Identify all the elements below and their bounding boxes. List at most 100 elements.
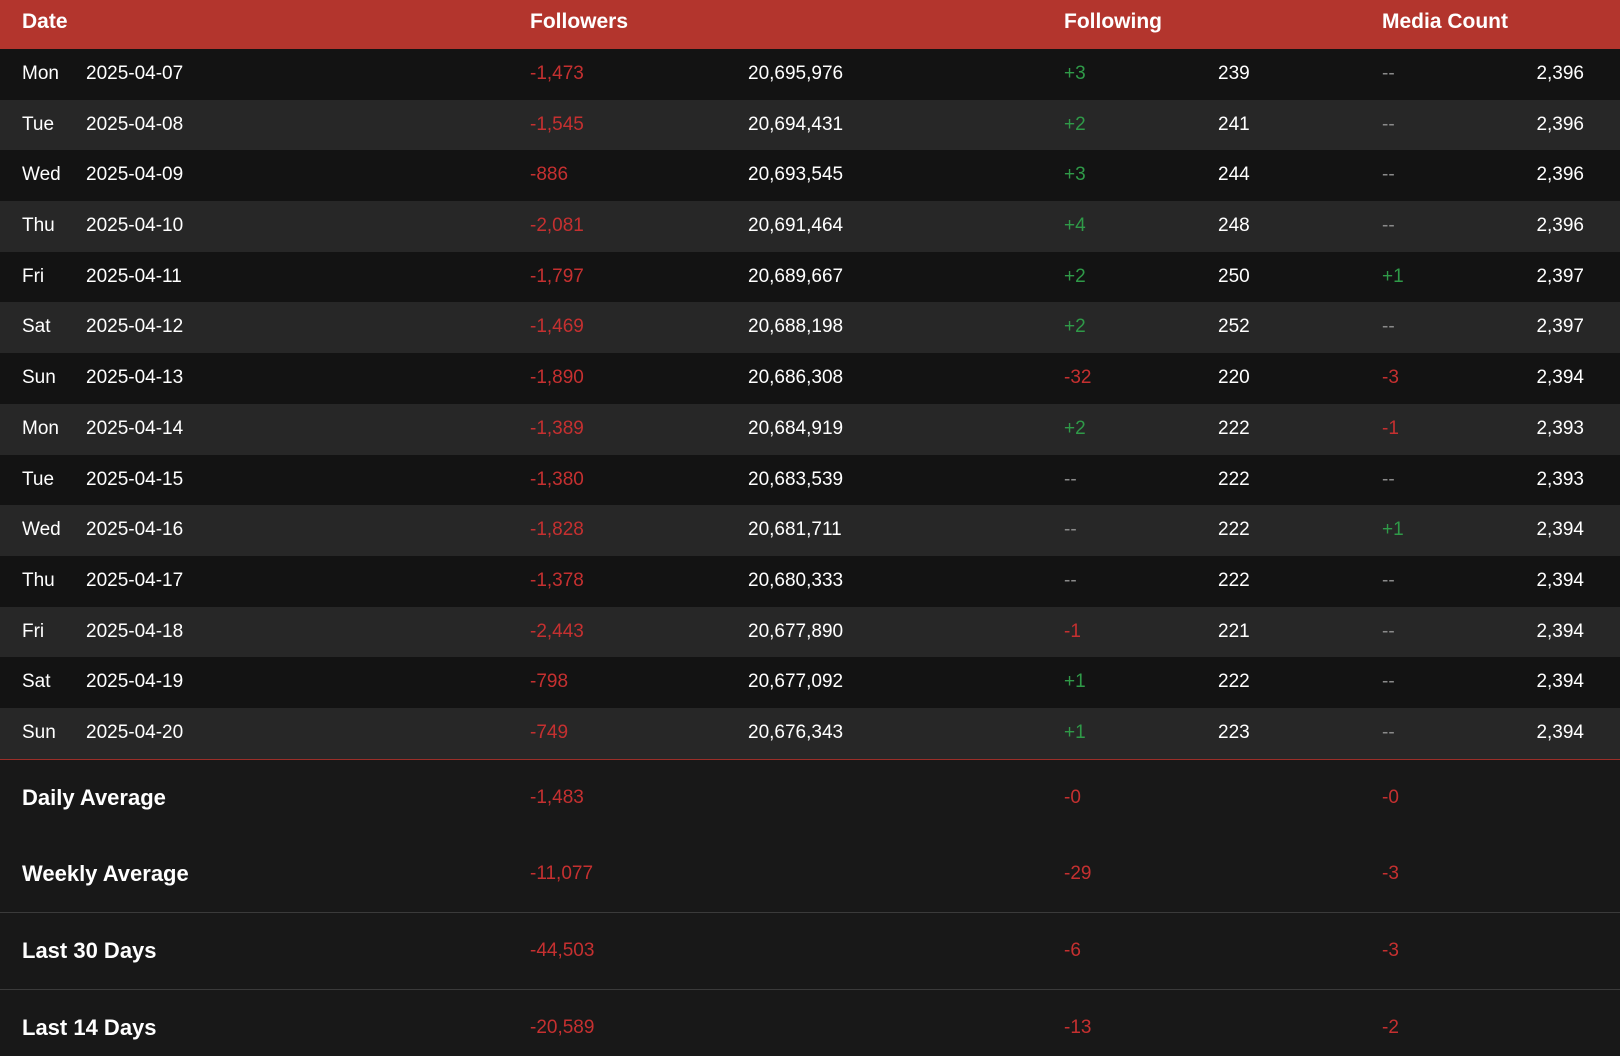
summary-followers: -11,077	[530, 862, 594, 884]
table-row: Sat 2025-04-19 -798 20,677,092 +1 222 -- 2,394	[0, 657, 1620, 708]
date-cell: 2025-04-07	[86, 63, 184, 84]
date-cell: 2025-04-19	[86, 671, 184, 693]
media-total-cell: 2,394	[1536, 367, 1584, 389]
table-row: Sun 2025-04-20 -749 20,676,343 +1 223 -- 2,394	[0, 707, 1620, 759]
following-total-cell: 222	[1218, 569, 1250, 591]
media-change-cell: --	[1382, 721, 1395, 743]
day-cell: Fri	[22, 265, 45, 287]
day-cell: Wed	[22, 519, 61, 541]
followers-total-cell: 20,676,343	[748, 721, 844, 743]
header-followers[interactable]: Followers	[530, 10, 629, 33]
summary-media: -0	[1382, 786, 1399, 808]
summary-following: -13	[1064, 1016, 1092, 1038]
table-body: Mon 2025-04-07 -1,473 20,695,976 +3 239 -- 2,39…	[0, 49, 1620, 759]
following-change-cell: +4	[1064, 215, 1086, 237]
table-row: Fri 2025-04-11 -1,797 20,689,667 +2 250 +1 2,39…	[0, 251, 1620, 303]
followers-total-cell: 20,695,976	[748, 63, 844, 84]
table-row: Tue 2025-04-08 -1,545 20,694,431 +2 241 -- 2,39…	[0, 99, 1620, 151]
media-total-cell: 2,396	[1536, 113, 1584, 135]
media-change-cell: --	[1382, 620, 1395, 642]
followers-total-cell: 20,691,464	[748, 215, 844, 237]
media-total-cell: 2,394	[1536, 671, 1584, 693]
media-change-cell: -1	[1382, 417, 1399, 439]
following-change-cell: +2	[1064, 316, 1086, 338]
media-change-cell: --	[1382, 468, 1395, 490]
following-total-cell: 241	[1218, 113, 1250, 135]
media-change-cell: --	[1382, 671, 1395, 693]
following-total-cell: 222	[1218, 417, 1250, 439]
followers-change-cell: -1,797	[530, 265, 584, 287]
day-cell: Sat	[22, 316, 51, 338]
followers-change-cell: -2,443	[530, 620, 584, 642]
following-change-cell: --	[1064, 569, 1077, 591]
followers-change-cell: -1,389	[530, 417, 584, 439]
followers-total-cell: 20,684,919	[748, 417, 844, 439]
media-total-cell: 2,397	[1536, 265, 1584, 287]
media-change-cell: -3	[1382, 367, 1399, 389]
day-cell: Thu	[22, 569, 55, 591]
summary-followers: -44,503	[530, 939, 595, 961]
summary-label: Weekly Average	[22, 860, 189, 886]
media-total-cell: 2,397	[1536, 316, 1584, 338]
followers-change-cell: -1,828	[530, 519, 584, 541]
summary-label: Last 14 Days	[22, 1014, 157, 1040]
followers-change-cell: -2,081	[530, 215, 584, 237]
day-cell: Mon	[22, 63, 59, 84]
following-total-cell: 239	[1218, 63, 1250, 84]
table-row: Thu 2025-04-17 -1,378 20,680,333 -- 222 -- 2,39…	[0, 555, 1620, 607]
header-following[interactable]: Following	[1064, 10, 1162, 33]
summary-followers: -20,589	[530, 1016, 595, 1038]
date-cell: 2025-04-12	[86, 316, 184, 338]
media-total-cell: 2,393	[1536, 468, 1584, 490]
following-change-cell: +1	[1064, 671, 1086, 693]
media-change-cell: --	[1382, 113, 1395, 135]
followers-change-cell: -1,378	[530, 569, 584, 591]
media-total-cell: 2,396	[1536, 164, 1584, 186]
following-total-cell: 222	[1218, 468, 1250, 490]
followers-change-cell: -798	[530, 671, 569, 693]
date-cell: 2025-04-13	[86, 367, 184, 389]
following-change-cell: +1	[1064, 721, 1086, 743]
media-change-cell: --	[1382, 63, 1395, 84]
following-change-cell: +3	[1064, 63, 1086, 84]
summary-section: Daily Average -1,483 -0 -0 Weekly Average -11…	[0, 758, 1620, 1056]
media-change-cell: +1	[1382, 519, 1404, 541]
header-date[interactable]: Date	[22, 10, 68, 33]
following-total-cell: 248	[1218, 215, 1250, 237]
summary-following: -29	[1064, 862, 1092, 884]
summary-media: -3	[1382, 939, 1399, 961]
table-row: Sun 2025-04-13 -1,890 20,686,308 -32 220 -3 2,3…	[0, 353, 1620, 404]
date-cell: 2025-04-16	[86, 519, 184, 541]
table-row: Wed 2025-04-09 -886 20,693,545 +3 244 -- 2,396	[0, 150, 1620, 202]
day-cell: Tue	[22, 468, 55, 490]
summary-row: Daily Average -1,483 -0 -0	[0, 760, 1620, 836]
media-total-cell: 2,394	[1536, 569, 1584, 591]
following-change-cell: +3	[1064, 164, 1086, 186]
media-total-cell: 2,396	[1536, 63, 1584, 84]
date-cell: 2025-04-20	[86, 721, 184, 743]
day-cell: Thu	[22, 215, 55, 237]
followers-change-cell: -749	[530, 721, 569, 743]
followers-total-cell: 20,693,545	[748, 164, 844, 186]
day-cell: Wed	[22, 164, 61, 186]
followers-change-cell: -1,469	[530, 316, 584, 338]
date-cell: 2025-04-10	[86, 215, 184, 237]
table-row: Mon 2025-04-07 -1,473 20,695,976 +3 239 -- 2,39…	[0, 49, 1620, 100]
following-total-cell: 221	[1218, 620, 1250, 642]
followers-total-cell: 20,677,092	[748, 671, 844, 693]
media-total-cell: 2,396	[1536, 215, 1584, 237]
following-total-cell: 244	[1218, 164, 1250, 186]
media-change-cell: --	[1382, 215, 1395, 237]
following-change-cell: -32	[1064, 367, 1092, 389]
header-media-count[interactable]: Media Count	[1382, 10, 1508, 33]
date-cell: 2025-04-18	[86, 620, 184, 642]
summary-row: Last 14 Days -20,589 -13 -2	[0, 988, 1620, 1056]
day-cell: Fri	[22, 620, 45, 642]
day-cell: Sat	[22, 671, 51, 693]
followers-total-cell: 20,694,431	[748, 113, 844, 135]
following-total-cell: 222	[1218, 671, 1250, 693]
followers-change-cell: -1,380	[530, 468, 584, 490]
media-total-cell: 2,393	[1536, 417, 1584, 439]
summary-following: -6	[1064, 939, 1081, 961]
